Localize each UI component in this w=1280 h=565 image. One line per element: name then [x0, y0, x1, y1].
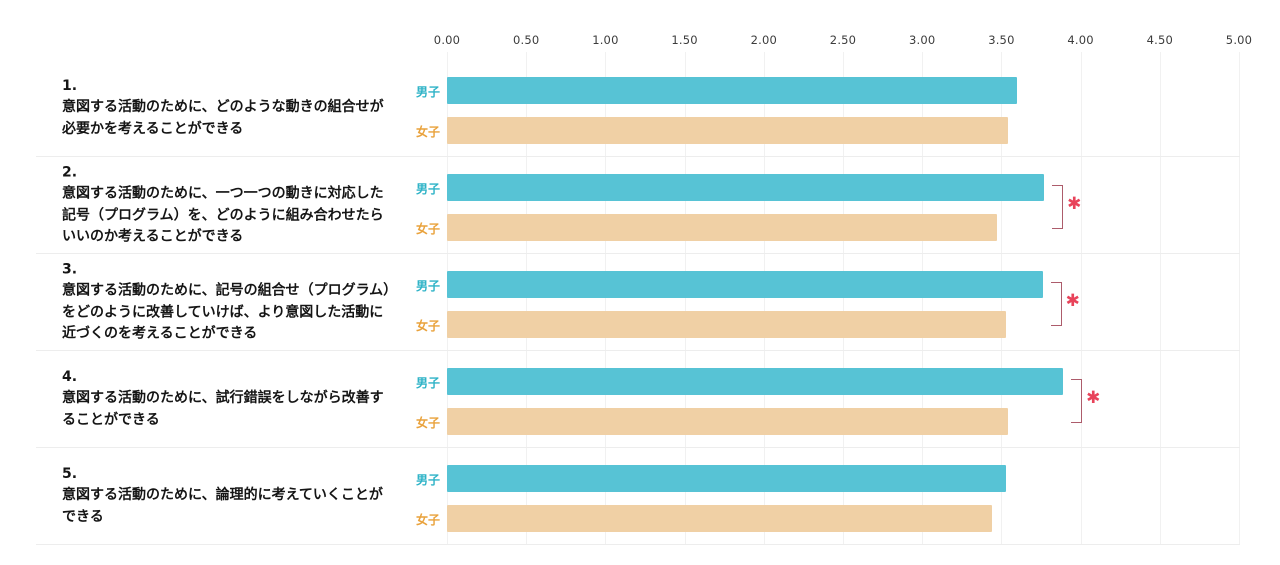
- significance-bracket: [1050, 282, 1062, 326]
- gridline: [526, 52, 528, 545]
- question-text: 意図する活動のために、論理的に考えていくことができる: [62, 487, 383, 525]
- female-bar: [447, 505, 992, 532]
- question-label: 3. 意図する活動のために、記号の組合せ（プログラム）をどのように改善していけば、…: [62, 259, 394, 344]
- x-tick-label: 3.00: [908, 33, 936, 47]
- male-series-label: 男子: [415, 279, 440, 293]
- gridline: [763, 52, 765, 545]
- male-bar: [447, 174, 1045, 201]
- male-bar: [447, 368, 1064, 395]
- gridline: [1239, 52, 1240, 545]
- chart-row-2: 2. 意図する活動のために、一つ一つの動きに対応した記号（プログラム）を、どのよう…: [36, 157, 1240, 254]
- female-series-label: 女子: [415, 222, 440, 236]
- chart-row-1: 1. 意図する活動のために、どのような動きの組合せが必要かを考えることができる 男子…: [36, 60, 1240, 157]
- female-series-label: 女子: [415, 125, 440, 139]
- gridline: [447, 52, 448, 545]
- female-bar: [447, 408, 1008, 435]
- chart-row-5: 5. 意図する活動のために、論理的に考えていくことができる 男子女子: [36, 448, 1240, 545]
- question-text: 意図する活動のために、一つ一つの動きに対応した記号（プログラム）を、どのように組…: [62, 185, 384, 245]
- chart-rows: 1. 意図する活動のために、どのような動きの組合せが必要かを考えることができる 男子…: [36, 60, 1240, 545]
- significance-bracket: [1071, 379, 1083, 423]
- x-tick-label: 1.00: [592, 33, 619, 47]
- male-series-label: 男子: [415, 85, 440, 99]
- question-text: 意図する活動のために、記号の組合せ（プログラム）をどのように改善していけば、より…: [62, 282, 391, 342]
- question-number: 1.: [62, 78, 78, 95]
- x-tick-label: 2.00: [750, 33, 777, 47]
- x-tick-label: 0.00: [433, 33, 461, 47]
- female-bar: [447, 117, 1008, 144]
- question-number: 2.: [62, 164, 78, 181]
- significance-bracket: [1052, 185, 1064, 229]
- x-tick-label: 0.50: [512, 33, 540, 47]
- x-tick-label: 4.00: [1067, 33, 1094, 47]
- x-tick-label: 4.50: [1146, 33, 1173, 47]
- question-label: 1. 意図する活動のために、どのような動きの組合せが必要かを考えることができる: [62, 76, 394, 140]
- significance-asterisk: ✱: [1065, 291, 1080, 311]
- chart-row-3: 3. 意図する活動のために、記号の組合せ（プログラム）をどのように改善していけば、…: [36, 254, 1240, 351]
- male-bar: [447, 271, 1043, 298]
- x-tick-label: 5.00: [1225, 33, 1253, 47]
- gridline: [605, 52, 607, 545]
- question-number: 4.: [62, 369, 78, 386]
- gridline: [1080, 52, 1082, 545]
- gridline: [1001, 52, 1003, 545]
- x-tick-label: 3.50: [988, 33, 1015, 47]
- female-bar: [447, 311, 1007, 338]
- x-tick-label: 1.50: [671, 33, 698, 47]
- female-bar: [447, 214, 997, 241]
- significance-asterisk: ✱: [1086, 388, 1101, 408]
- chart-row-4: 4. 意図する活動のために、試行錯誤をしながら改善することができる 男子女子 ✱: [36, 351, 1240, 448]
- male-bar: [447, 465, 1007, 492]
- question-text: 意図する活動のために、どのような動きの組合せが必要かを考えることができる: [62, 99, 384, 137]
- question-label: 2. 意図する活動のために、一つ一つの動きに対応した記号（プログラム）を、どのよう…: [62, 162, 394, 247]
- gridline: [843, 52, 844, 545]
- male-series-label: 男子: [415, 473, 440, 487]
- female-series-label: 女子: [415, 416, 440, 430]
- question-label: 4. 意図する活動のために、試行錯誤をしながら改善することができる: [62, 367, 394, 431]
- question-label: 5. 意図する活動のために、論理的に考えていくことができる: [62, 464, 394, 528]
- female-series-label: 女子: [415, 319, 440, 333]
- significance-asterisk: ✱: [1067, 194, 1082, 214]
- male-bar: [447, 77, 1018, 104]
- x-tick-label: 2.50: [829, 33, 857, 47]
- gridline: [684, 52, 686, 545]
- question-text: 意図する活動のために、試行錯誤をしながら改善することができる: [62, 390, 384, 428]
- question-number: 5.: [62, 466, 78, 483]
- female-series-label: 女子: [415, 513, 440, 527]
- male-series-label: 男子: [415, 182, 440, 196]
- gridline: [922, 52, 924, 545]
- question-number: 3.: [62, 261, 78, 278]
- gridline: [1159, 52, 1161, 545]
- male-series-label: 男子: [415, 376, 440, 390]
